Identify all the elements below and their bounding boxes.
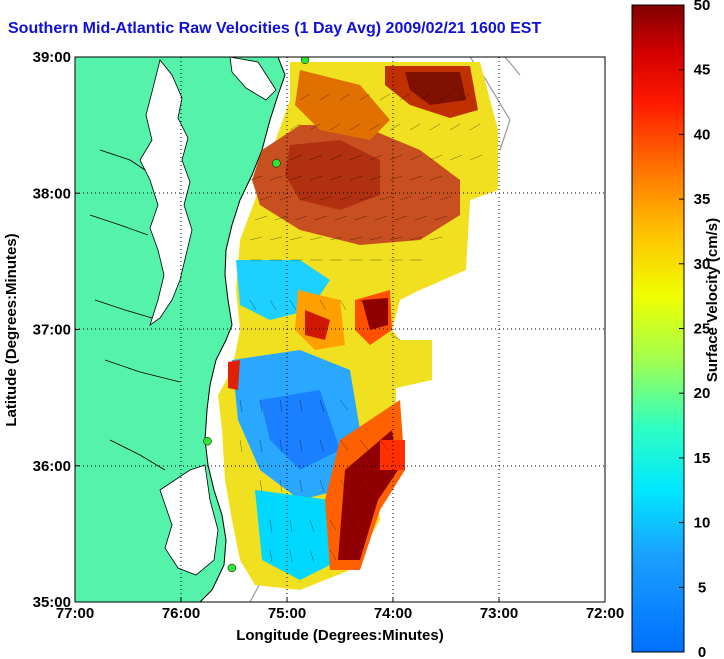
x-tick-label: 77:00 (56, 605, 94, 622)
x-tick-label: 76:00 (162, 605, 200, 622)
y-tick-label: 37:00 (33, 322, 71, 339)
x-tick-label: 72:00 (586, 605, 624, 622)
colorbar-label: Surface Velocity (cm/s) (704, 218, 721, 382)
x-tick-label: 75:00 (268, 605, 306, 622)
y-tick-label: 38:00 (33, 185, 71, 202)
colorbar-tick-label: 40 (694, 126, 711, 143)
station-marker (272, 159, 281, 168)
station-marker (203, 436, 212, 446)
station-marker (300, 57, 310, 64)
map-title: Southern Mid-Atlantic Raw Velocities (1 … (8, 20, 542, 37)
colorbar-tick-label: 30 (694, 256, 711, 273)
colorbar-tick-label: 0 (698, 644, 706, 659)
colorbar-tick-label: 20 (694, 385, 711, 402)
delaware-bay (229, 57, 277, 101)
pamlico-sound (159, 464, 219, 576)
station-marker (227, 563, 237, 573)
colorbar-tick-label: 35 (694, 191, 711, 208)
y-tick-label: 35:00 (33, 594, 71, 611)
colorbar-tick-label: 45 (694, 62, 711, 79)
colorbar (631, 4, 685, 653)
x-axis-ticks: 77:00 76:00 75:00 74:00 73:00 72:00 (56, 597, 624, 622)
colorbar-tick-label: 5 (698, 579, 706, 596)
colorbar-tick-label: 15 (694, 450, 711, 467)
colorbar-tick-label: 10 (694, 515, 711, 532)
x-axis-label: Longitude (Degrees:Minutes) (236, 627, 444, 644)
velocity-field (218, 62, 498, 590)
chesapeake-bay (139, 59, 193, 327)
map-grid (75, 57, 605, 602)
colorbar-tick-label: 25 (694, 321, 711, 338)
y-tick-label: 39:00 (33, 49, 71, 66)
y-axis-ticks: 39:00 38:00 37:00 36:00 35:00 (33, 49, 80, 611)
x-tick-label: 74:00 (374, 605, 412, 622)
y-tick-label: 36:00 (33, 458, 71, 475)
colorbar-tick-label: 50 (694, 0, 711, 14)
x-tick-label: 73:00 (480, 605, 518, 622)
velocity-vectors (239, 93, 483, 563)
y-axis-label: Latitude (Degrees:Minutes) (3, 233, 20, 426)
station-markers (203, 57, 310, 573)
